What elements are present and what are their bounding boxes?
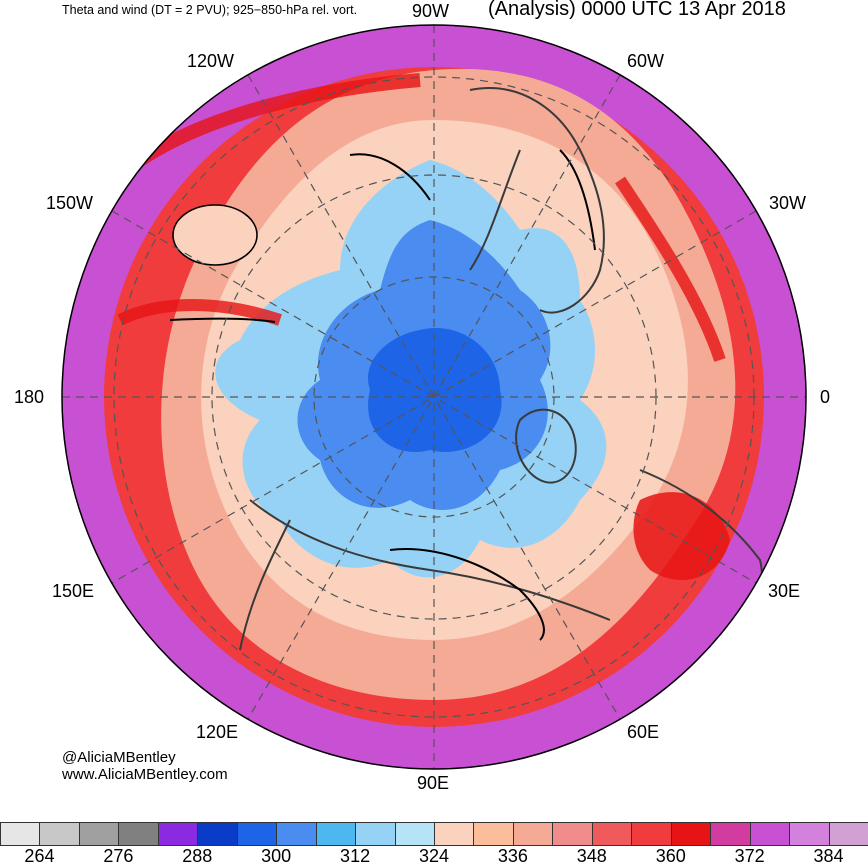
lon-label-120w: 120W (187, 51, 235, 71)
colorbar-tick-label: 360 (655, 846, 686, 866)
vorticity-contour-1 (389, 548, 545, 641)
lon-label-30e: 30E (768, 581, 801, 601)
lon-label-150w: 150W (46, 193, 94, 213)
map-subtitle: Theta and wind (DT = 2 PVU); 925−850-hPa… (62, 3, 358, 17)
colorbar-cell (789, 822, 830, 846)
lon-label-90e: 90E (417, 773, 450, 793)
colorbar-cell (78, 822, 120, 846)
colorbar-cell (157, 822, 199, 846)
vorticity-contour-4 (169, 317, 276, 323)
lon-label-60e: 60E (627, 722, 660, 742)
cutoff-low-pacific (172, 204, 258, 266)
lon-label-60w: 60W (627, 51, 665, 71)
coastline-north-america (469, 87, 605, 314)
vorticity-contour-2 (349, 153, 431, 201)
lon-label-90w: 90W (412, 1, 450, 21)
colorbar-tick-label: 312 (340, 846, 371, 866)
colorbar-cell (39, 822, 80, 846)
red-jet-streak-east (615, 176, 726, 362)
lon-label-0: 0 (820, 387, 831, 407)
colorbar-cell (0, 822, 41, 846)
colorbar-cell (315, 822, 357, 846)
colorbar-cell (473, 822, 514, 846)
lon-label-180: 180 (14, 387, 45, 407)
graticule (62, 25, 806, 769)
colorbar-cell (552, 822, 593, 846)
polar-map (61, 24, 807, 770)
coastline-greenland (515, 408, 577, 484)
colorbar-tick-label: 372 (734, 846, 765, 866)
colorbar-cell (710, 822, 751, 846)
colorbar-tick-label: 288 (182, 846, 213, 866)
credit-handle: @AliciaMBentley (62, 749, 176, 766)
colorbar-cell (433, 822, 475, 846)
vorticity-contour-3 (559, 149, 596, 251)
colorbar-cell (828, 822, 868, 846)
colorbar-cell (670, 822, 712, 846)
colorbar-tick-label: 300 (261, 846, 292, 866)
colorbar-cell (394, 822, 435, 846)
coastline-eurasia (239, 499, 611, 651)
colorbar-tick-label: 348 (576, 846, 607, 866)
colorbar-cell (236, 822, 278, 846)
lon-label-150e: 150E (52, 581, 95, 601)
colorbar-labels: 264 276 288 300 312 324 336 348 360 372 384 (0, 846, 868, 866)
colorbar-cell (118, 822, 159, 846)
red-jet-streak-north (136, 73, 421, 166)
cold-air-deep-core (368, 328, 502, 452)
colorbar-cell (276, 822, 317, 846)
colorbar-cell (512, 822, 554, 846)
colorbar-cell (631, 822, 672, 846)
credit-website: www.AliciaMBentley.com (62, 766, 228, 783)
colorbar-tick-label: 276 (103, 846, 134, 866)
lon-label-120e: 120E (196, 722, 239, 742)
colorbar-cell (591, 822, 633, 846)
colorbar-cell (197, 822, 238, 846)
colorbar-tick-label: 264 (24, 846, 55, 866)
colorbar (0, 822, 868, 846)
colorbar-tick-label: 384 (813, 846, 844, 866)
red-jet-streak-west (117, 299, 282, 326)
lon-label-30w: 30W (769, 193, 807, 213)
red-blob-southeast (633, 492, 730, 580)
colorbar-cell (355, 822, 396, 846)
colorbar-cell (749, 822, 791, 846)
colorbar-tick-label: 324 (418, 846, 450, 866)
map-title: (Analysis) 0000 UTC 13 Apr 2018 (488, 0, 786, 20)
colorbar-tick-label: 336 (497, 846, 528, 866)
map-outline (61, 24, 807, 770)
